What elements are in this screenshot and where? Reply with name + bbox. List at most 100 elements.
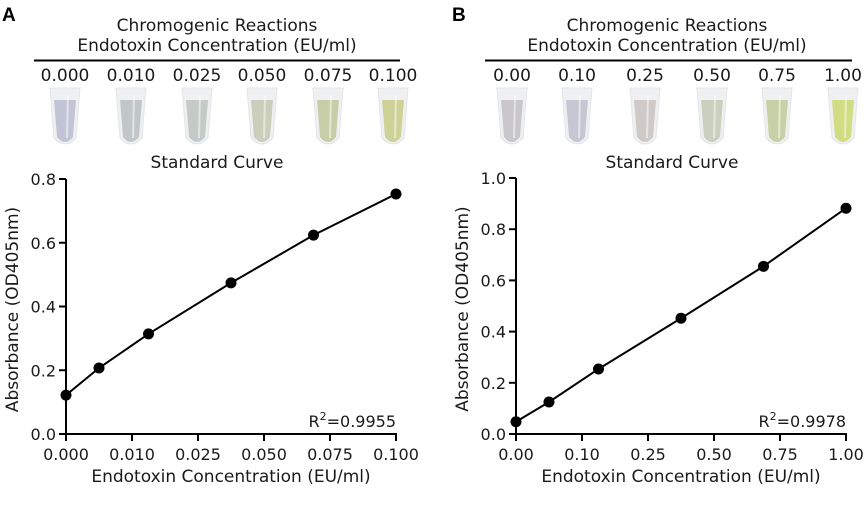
tube-concentration-label: 0.050 (238, 66, 287, 86)
tube-highlight (263, 95, 266, 139)
tube-liquid (501, 100, 523, 142)
tube-highlight (578, 95, 581, 139)
y-tick-label: 1.0 (481, 169, 506, 188)
x-tick-label: 0.025 (175, 445, 221, 464)
r-squared-annotation: R2=0.9978 (758, 410, 846, 431)
data-point (308, 229, 319, 241)
tube-highlight (329, 95, 332, 139)
data-point (675, 312, 687, 324)
tube-concentration-label: 0.25 (626, 66, 664, 86)
tube-highlight (778, 95, 781, 139)
y-tick-label: 0.8 (481, 220, 506, 239)
r-squared-value: =0.9955 (327, 412, 396, 431)
y-tick-label: 0.6 (31, 234, 56, 253)
tube-liquid (634, 100, 656, 142)
header-title: Chromogenic Reactions (567, 16, 768, 36)
x-tick-label: 0.50 (696, 445, 732, 464)
data-point (543, 396, 555, 408)
y-tick-label: 0.8 (31, 170, 56, 189)
y-tick-label: 0.2 (31, 361, 56, 380)
x-tick-label: 0.25 (630, 445, 666, 464)
x-tick-label: 1.00 (828, 445, 864, 464)
data-point (758, 260, 769, 272)
reaction-tube (761, 87, 793, 145)
x-axis-label: Endotoxin Concentration (EU/ml) (91, 467, 370, 487)
tube-concentration-label: 0.50 (693, 66, 731, 86)
data-point (840, 202, 852, 214)
y-axis-label: Absorbance (OD405nm) (453, 206, 473, 411)
data-point (593, 363, 604, 375)
tube-highlight (132, 95, 135, 139)
r-squared-superscript: 2 (770, 410, 777, 423)
tube-highlight (513, 95, 516, 139)
x-tick-label: 0.75 (762, 445, 798, 464)
reaction-tube (115, 87, 147, 145)
tube-liquid (120, 100, 142, 142)
x-tick-label: 0.10 (564, 445, 600, 464)
tube-liquid (186, 100, 208, 142)
tube-concentration-label: 0.010 (107, 66, 156, 86)
data-point (143, 328, 154, 340)
reaction-tube (696, 87, 728, 145)
tube-highlight (66, 95, 69, 139)
chart-title: Standard Curve (151, 153, 284, 173)
y-tick-label: 0.0 (31, 425, 56, 444)
r-squared-prefix: R (308, 412, 319, 431)
reaction-tube (629, 87, 661, 145)
header-subtitle: Endotoxin Concentration (EU/ml) (527, 36, 806, 56)
tube-highlight (844, 95, 847, 139)
data-point (225, 277, 237, 289)
y-tick-label: 0.4 (481, 323, 506, 342)
data-point (60, 389, 72, 401)
y-tick-label: 0.2 (481, 374, 506, 393)
tube-highlight (713, 95, 716, 139)
tube-liquid (832, 100, 854, 142)
reaction-tube (377, 87, 409, 145)
tube-concentration-label: 0.75 (758, 66, 796, 86)
reaction-tube (496, 87, 528, 145)
y-tick-label: 0.4 (31, 298, 56, 317)
r-squared-value: =0.9978 (777, 412, 846, 431)
tube-concentration-label: 0.100 (369, 66, 418, 86)
y-tick-label: 0.0 (481, 425, 506, 444)
reaction-tube (561, 87, 593, 145)
x-tick-label: 0.075 (307, 445, 353, 464)
series-line (65, 193, 397, 396)
tube-concentration-label: 0.075 (304, 66, 353, 86)
tube-liquid (566, 100, 588, 142)
x-tick-label: 0.010 (109, 445, 155, 464)
tube-concentration-label: 0.10 (558, 66, 596, 86)
r-squared-annotation: R2=0.9955 (308, 410, 396, 431)
tube-concentration-label: 0.00 (493, 66, 531, 86)
tube-liquid (766, 100, 788, 142)
header-title: Chromogenic Reactions (117, 16, 318, 36)
tube-liquid (701, 100, 723, 142)
tube-highlight (646, 95, 649, 139)
tube-liquid (317, 100, 339, 142)
x-tick-label: 0.100 (373, 445, 419, 464)
reaction-tube (312, 87, 344, 145)
panel-label: A (2, 5, 16, 26)
y-tick-label: 0.6 (481, 271, 506, 290)
reaction-tube (181, 87, 213, 145)
tube-liquid (54, 100, 76, 142)
data-point (93, 362, 105, 374)
x-tick-label: 0.000 (43, 445, 89, 464)
y-axis-label: Absorbance (OD405nm) (3, 207, 23, 412)
data-point (510, 416, 522, 428)
tube-highlight (394, 95, 397, 139)
chart-panel-a: A Chromogenic Reactions Endotoxin Concentr… (2, 5, 419, 487)
r-squared-superscript: 2 (320, 410, 327, 423)
x-axis-label: Endotoxin Concentration (EU/ml) (541, 467, 820, 487)
x-tick-label: 0.050 (241, 445, 287, 464)
data-point (390, 188, 402, 200)
reaction-tube (827, 87, 859, 145)
panel-label: B (452, 5, 466, 26)
tube-highlight (198, 95, 201, 139)
series-line (515, 207, 847, 423)
r-squared-prefix: R (758, 412, 769, 431)
tube-concentration-label: 0.000 (41, 66, 90, 86)
reaction-tube (49, 87, 81, 145)
